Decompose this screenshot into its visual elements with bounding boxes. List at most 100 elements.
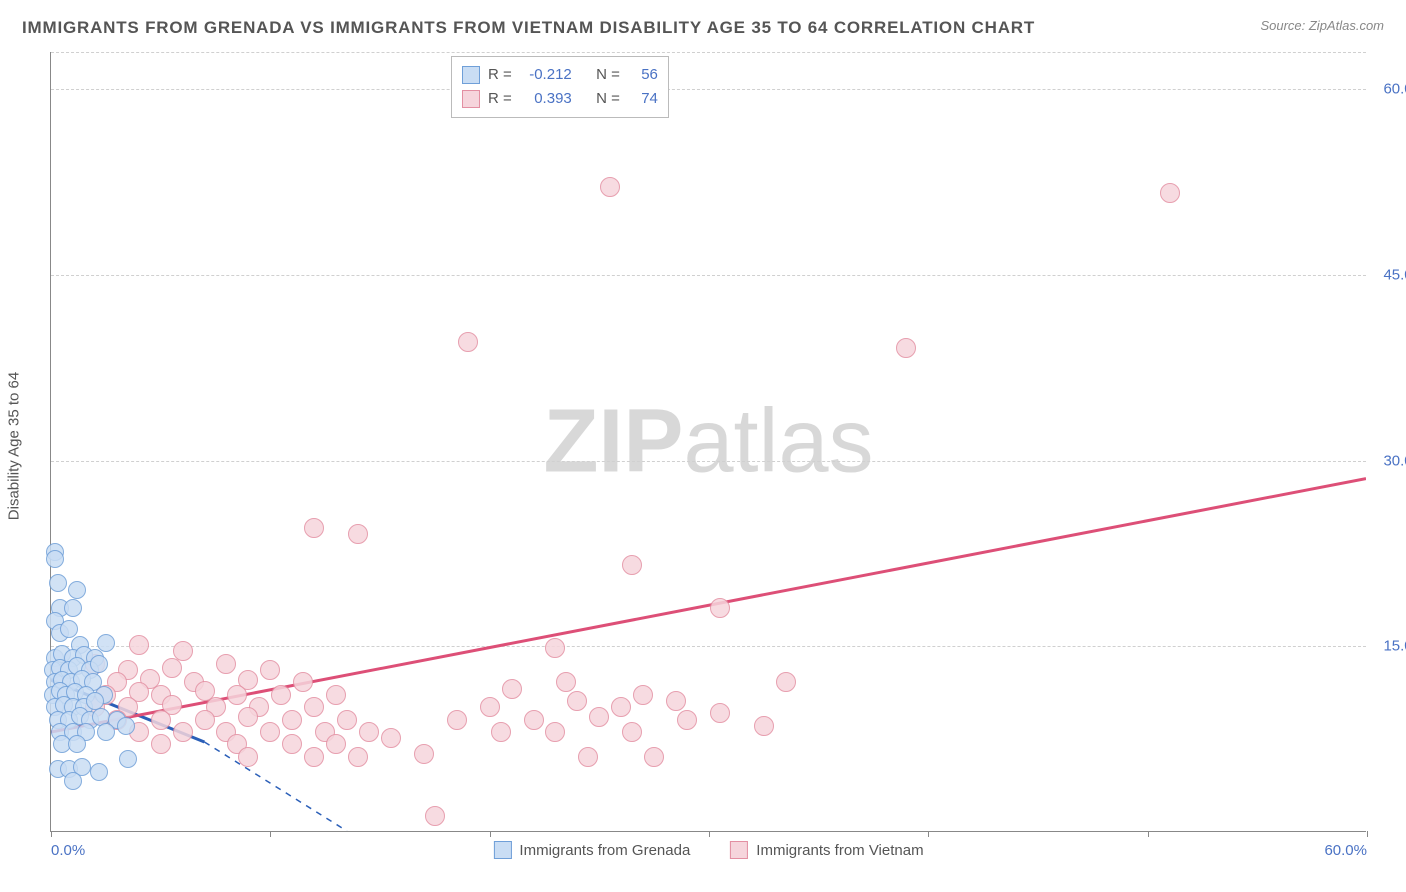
scatter-point — [68, 735, 86, 753]
scatter-point — [282, 734, 302, 754]
scatter-point — [359, 722, 379, 742]
scatter-point — [326, 734, 346, 754]
scatter-point — [151, 710, 171, 730]
scatter-point — [282, 710, 302, 730]
scatter-point — [49, 574, 67, 592]
gridline — [51, 275, 1366, 276]
scatter-point — [556, 672, 576, 692]
scatter-point — [90, 763, 108, 781]
scatter-point — [611, 697, 631, 717]
legend-swatch — [462, 66, 480, 84]
scatter-point — [545, 638, 565, 658]
scatter-point — [238, 747, 258, 767]
scatter-point — [381, 728, 401, 748]
scatter-point — [151, 734, 171, 754]
scatter-point — [622, 555, 642, 575]
legend-label: Immigrants from Grenada — [519, 842, 690, 859]
n-label: N = — [596, 87, 620, 111]
legend-swatch — [730, 841, 748, 859]
watermark-atlas: atlas — [683, 391, 873, 491]
legend-label: Immigrants from Vietnam — [756, 842, 923, 859]
scatter-point — [425, 806, 445, 826]
scatter-point — [447, 710, 467, 730]
scatter-point — [195, 710, 215, 730]
scatter-point — [260, 722, 280, 742]
scatter-point — [348, 747, 368, 767]
scatter-point — [666, 691, 686, 711]
scatter-point — [117, 717, 135, 735]
scatter-point — [64, 772, 82, 790]
scatter-point — [68, 581, 86, 599]
scatter-point — [524, 710, 544, 730]
x-tick-mark — [270, 831, 271, 837]
scatter-point — [60, 620, 78, 638]
y-tick-label: 60.0% — [1371, 81, 1406, 98]
x-tick-mark — [1367, 831, 1368, 837]
legend-swatch — [493, 841, 511, 859]
legend-item: Immigrants from Vietnam — [730, 841, 923, 859]
x-tick-mark — [709, 831, 710, 837]
series-legend: Immigrants from Grenada Immigrants from V… — [493, 841, 923, 859]
scatter-point — [600, 177, 620, 197]
scatter-point — [129, 635, 149, 655]
scatter-point — [97, 723, 115, 741]
scatter-point — [754, 716, 774, 736]
scatter-point — [414, 744, 434, 764]
y-axis-title: Disability Age 35 to 64 — [6, 372, 23, 520]
scatter-point — [119, 750, 137, 768]
x-tick-mark — [1148, 831, 1149, 837]
scatter-point — [173, 722, 193, 742]
chart-header: IMMIGRANTS FROM GRENADA VS IMMIGRANTS FR… — [22, 18, 1384, 38]
scatter-point — [260, 660, 280, 680]
scatter-point — [677, 710, 697, 730]
scatter-point — [578, 747, 598, 767]
scatter-point — [227, 685, 247, 705]
scatter-point — [622, 722, 642, 742]
r-value: -0.212 — [520, 63, 572, 87]
scatter-point — [348, 524, 368, 544]
n-value: 74 — [628, 87, 658, 111]
scatter-point — [162, 658, 182, 678]
n-label: N = — [596, 63, 620, 87]
n-value: 56 — [628, 63, 658, 87]
y-tick-label: 15.0% — [1371, 638, 1406, 655]
r-value: 0.393 — [520, 87, 572, 111]
scatter-point — [458, 332, 478, 352]
scatter-point — [776, 672, 796, 692]
scatter-point — [304, 697, 324, 717]
chart-title: IMMIGRANTS FROM GRENADA VS IMMIGRANTS FR… — [22, 18, 1035, 38]
correlation-legend: R = -0.212 N = 56R = 0.393 N = 74 — [451, 56, 669, 118]
scatter-point — [710, 703, 730, 723]
scatter-point — [491, 722, 511, 742]
x-tick-label: 60.0% — [1324, 842, 1367, 859]
source-attribution: Source: ZipAtlas.com — [1260, 18, 1384, 33]
scatter-point — [90, 655, 108, 673]
scatter-point — [545, 722, 565, 742]
gridline — [51, 461, 1366, 462]
scatter-point — [480, 697, 500, 717]
x-tick-mark — [51, 831, 52, 837]
scatter-point — [64, 599, 82, 617]
scatter-point — [271, 685, 291, 705]
legend-row: R =-0.212 N =56 — [462, 63, 658, 87]
y-tick-label: 45.0% — [1371, 266, 1406, 283]
scatter-point — [238, 707, 258, 727]
y-tick-label: 30.0% — [1371, 452, 1406, 469]
scatter-point — [644, 747, 664, 767]
scatter-point — [710, 598, 730, 618]
scatter-point — [502, 679, 522, 699]
scatter-point — [46, 550, 64, 568]
scatter-point — [293, 672, 313, 692]
legend-row: R = 0.393 N = 74 — [462, 87, 658, 111]
watermark: ZIPatlas — [543, 390, 873, 493]
x-tick-mark — [928, 831, 929, 837]
gridline — [51, 52, 1366, 53]
scatter-point — [304, 518, 324, 538]
scatter-point — [1160, 183, 1180, 203]
watermark-zip: ZIP — [543, 391, 683, 491]
scatter-point — [589, 707, 609, 727]
scatter-point — [633, 685, 653, 705]
x-tick-label: 0.0% — [51, 842, 85, 859]
r-label: R = — [488, 87, 512, 111]
scatter-point — [567, 691, 587, 711]
